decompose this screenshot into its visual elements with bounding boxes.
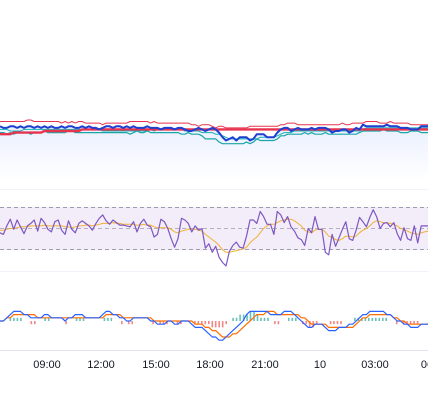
macd-histogram-bar [47,317,50,321]
macd-histogram-bar [291,317,294,321]
macd-histogram-bar [197,321,200,325]
rsi-line [0,209,428,267]
time-axis-label: 12:00 [87,359,115,371]
macd-histogram-bar [194,321,196,325]
macd-histogram-bar [267,317,269,321]
macd-histogram-bar [13,317,15,321]
bollinger-upper-line [0,119,428,129]
macd-histogram-bar [180,321,182,325]
macd-histogram-bar [221,321,224,328]
macd-histogram-bar [152,321,154,325]
macd-histogram-bar [235,317,238,321]
price-pane [0,119,428,145]
macd-histogram-bar [416,321,419,325]
time-axis: 09:00 12:00 15:00 18:00 21:00 10 03:00 0… [33,359,428,371]
macd-histogram-bar [208,321,210,325]
macd-histogram-bar [315,321,318,325]
macd-histogram-bar [288,317,290,321]
macd-histogram-bar [406,321,408,325]
macd-histogram-bar [166,321,168,325]
price-area-fill [0,124,428,180]
macd-histogram-bar [9,317,12,321]
macd-histogram-bar [395,321,398,325]
macd-histogram-bar [75,317,78,321]
macd-histogram-bar [385,317,387,321]
macd-histogram-bar [246,314,248,321]
macd-histogram-bar [260,317,262,321]
time-axis-label: 15:00 [142,359,170,371]
macd-histogram-bar [44,317,46,321]
macd-histogram-bar [107,317,109,321]
macd-pane [0,310,428,341]
macd-histogram-bar [333,321,335,325]
macd-histogram-bar [159,321,161,325]
macd-histogram-bar [364,317,367,321]
macd-histogram-bar [103,317,106,321]
macd-histogram-bar [253,311,255,321]
price-line [0,123,428,142]
macd-signal-line [0,310,428,338]
rsi-pane [0,209,428,267]
macd-histogram-bar [329,321,332,325]
macd-histogram-bar [409,321,412,325]
macd-histogram-bar [295,317,297,321]
macd-histogram-bar [225,321,227,325]
macd-histogram-bar [131,321,133,325]
macd-histogram-bar [232,317,234,321]
macd-histogram-bar [110,317,113,321]
time-axis-label: 18:00 [196,359,224,371]
macd-histogram-bar [79,317,81,321]
macd-histogram-bar [65,321,67,325]
macd-histogram-bar [371,317,374,321]
macd-histogram-bar [211,321,214,328]
macd-histogram-bar [214,321,217,328]
macd-histogram-bar [218,321,220,328]
macd-histogram-bar [176,321,179,325]
macd-histogram-bar [382,317,384,321]
macd-line [0,310,428,341]
time-axis-label: 21:00 [251,359,279,371]
macd-histogram-bar [336,321,339,325]
macd-histogram-bar [20,317,22,321]
macd-histogram-bar [162,321,165,325]
macd-histogram-bar [378,317,381,321]
macd-histogram-bar [16,317,19,321]
macd-histogram-bar [354,317,356,321]
macd-histogram-bar [34,321,36,325]
macd-histogram-bar [201,321,203,325]
macd-histogram-bar [368,317,370,321]
bollinger-lower-line [0,127,428,140]
macd-histogram-bar [375,317,377,321]
macd-histogram-bar [239,314,241,321]
macd-histogram-bar [413,321,415,325]
time-axis-label: 03:00 [361,359,389,371]
macd-histogram-bar [274,321,276,325]
time-axis-label: 10 [314,359,326,371]
macd-histogram-bar [127,321,130,325]
macd-histogram-bar [308,321,311,328]
macd-histogram-bar [305,321,307,325]
macd-histogram-bar [340,321,342,325]
macd-histogram-bar [242,314,245,321]
macd-histogram-bar [402,321,405,325]
macd-histogram-bar [256,314,259,321]
macd-histogram-bar [121,321,123,325]
macd-histogram-bar [277,321,280,325]
macd-histogram-bar [263,317,266,321]
time-axis-label: 09:00 [33,359,61,371]
macd-histogram-bar [30,321,33,325]
macd-histogram-bar [249,311,252,321]
macd-histogram-bar [204,321,207,325]
time-axis-label: 06 [421,359,428,371]
macd-histogram-bar [82,317,85,321]
